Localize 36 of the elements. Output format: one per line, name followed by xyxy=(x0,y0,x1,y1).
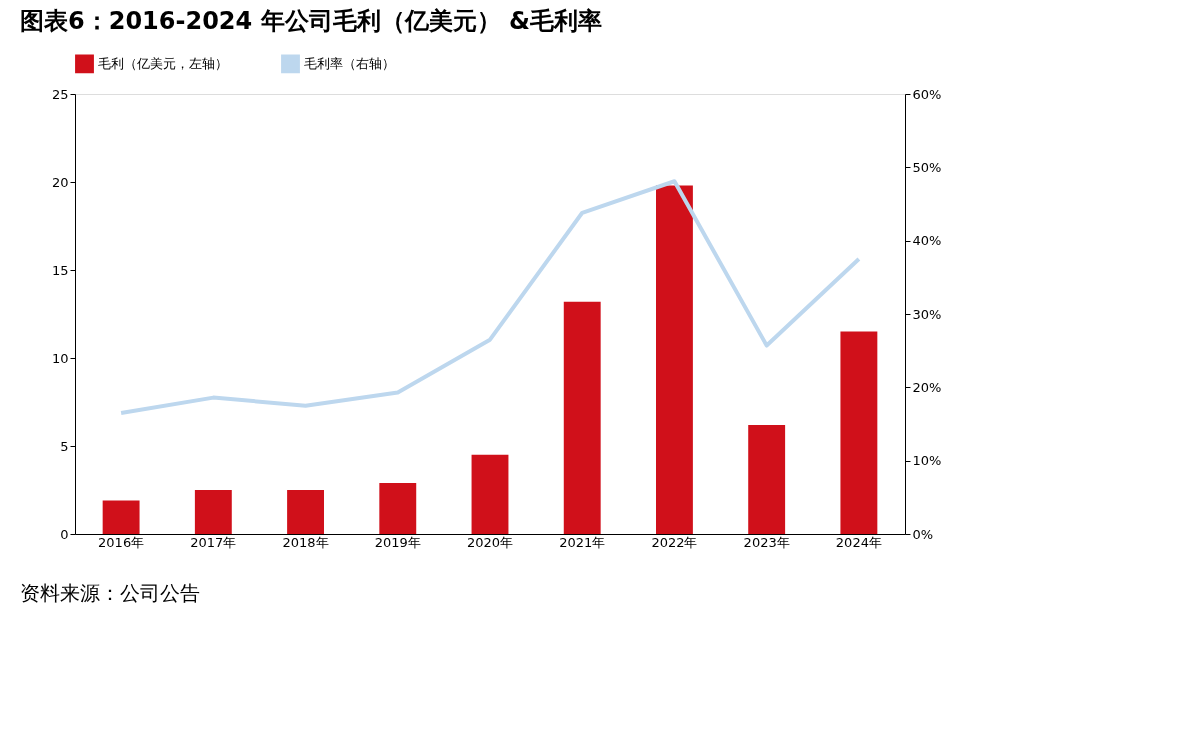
bar xyxy=(748,424,786,534)
bar xyxy=(563,301,601,534)
y-tick-label: 10 xyxy=(51,350,69,366)
line-series xyxy=(119,179,861,415)
y2-tick-label: 50% xyxy=(912,159,942,175)
x-tick-label: 2019年 xyxy=(374,534,421,550)
y-tick-label: 20 xyxy=(51,174,69,190)
x-tick-label: 2017年 xyxy=(190,534,237,550)
bar xyxy=(656,185,693,534)
y2-tick-label: 10% xyxy=(912,453,942,469)
y-tick-label: 25 xyxy=(51,86,69,102)
bar xyxy=(840,331,878,534)
y2-tick-label: 40% xyxy=(912,233,942,249)
x-tick-label: 2018年 xyxy=(282,534,329,550)
x-tick-label: 2021年 xyxy=(559,534,606,550)
x-tick-label: 2023年 xyxy=(743,534,790,550)
legend-label: 毛利（亿美元，左轴） xyxy=(98,55,228,71)
bar xyxy=(379,482,417,534)
bar xyxy=(194,490,232,534)
y2-tick-label: 20% xyxy=(912,379,942,395)
bar xyxy=(471,454,509,534)
y-tick-label: 15 xyxy=(51,262,69,278)
text: 资料来源：公司公告 xyxy=(20,581,200,605)
x-tick-label: 2016年 xyxy=(98,534,145,550)
bar xyxy=(102,500,140,534)
legend-label: 毛利率（右轴） xyxy=(304,55,395,71)
y-tick-label: 0 xyxy=(60,526,69,542)
y-tick-label: 5 xyxy=(60,438,69,454)
chart-title: 图表6：2016-2024 年公司毛利（亿美元） &毛利率 xyxy=(20,7,602,35)
x-tick-label: 2020年 xyxy=(466,534,514,550)
bar xyxy=(287,490,324,534)
y2-tick-label: 60% xyxy=(912,86,942,102)
y2-tick-label: 0% xyxy=(912,526,934,542)
y2-tick-label: 30% xyxy=(912,306,942,322)
x-tick-label: 2022年 xyxy=(651,534,698,550)
x-tick-label: 2024年 xyxy=(835,534,882,550)
